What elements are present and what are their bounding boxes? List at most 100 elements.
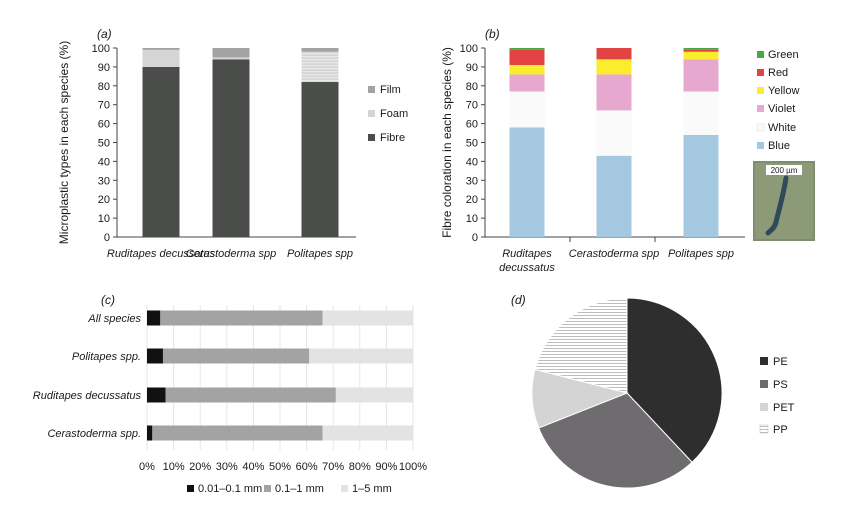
- x-tick-label: 90%: [375, 461, 397, 473]
- legend-swatch-0-1-1-mm: [264, 485, 271, 492]
- bar-0-1-1-mm: [152, 425, 323, 441]
- y-tick-label: 30: [466, 175, 478, 187]
- x-tick-label: 30%: [216, 461, 238, 473]
- x-tick-label: decussatus: [499, 262, 555, 274]
- legend-label-fibre: Fibre: [380, 132, 405, 144]
- x-tick-label: 20%: [189, 461, 211, 473]
- bar-blue: [509, 127, 545, 237]
- legend-swatch-0-01-0-1-mm: [187, 485, 194, 492]
- x-tick-label: Ruditapes decussatus: [107, 248, 216, 260]
- y-tick-label: Cerastoderma spp.: [47, 428, 141, 440]
- y-tick-label: 50: [98, 138, 110, 150]
- bar-white: [683, 91, 719, 135]
- scale-bar-box: [766, 165, 802, 175]
- y-tick-label: 50: [466, 138, 478, 150]
- micrograph-field: [755, 163, 813, 239]
- bar-fibre: [212, 59, 250, 238]
- y-tick-label: 0: [472, 232, 478, 244]
- y-tick-label: 20: [466, 194, 478, 206]
- pie-slice-ps: [538, 392, 693, 489]
- legend-label-white: White: [768, 122, 796, 134]
- x-tick-label: Cerastoderma spp: [186, 248, 277, 260]
- legend-swatch-white: [756, 123, 765, 132]
- legend-label-blue: Blue: [768, 140, 790, 152]
- bar-1-5-mm: [322, 310, 413, 326]
- x-tick-label: 100%: [399, 461, 427, 473]
- bar-1-5-mm: [309, 348, 413, 364]
- x-tick-label: 80%: [349, 461, 371, 473]
- y-tick-label: 10: [466, 213, 478, 225]
- y-tick-label: 90: [466, 62, 478, 74]
- x-tick-label: 60%: [296, 461, 318, 473]
- y-tick-label: 80: [98, 81, 110, 93]
- bar-yellow: [509, 65, 545, 75]
- legend-label-violet: Violet: [768, 103, 795, 115]
- y-tick-label: 0: [104, 232, 110, 244]
- bar-violet: [509, 74, 545, 92]
- legend-swatch-foam: [368, 110, 375, 117]
- panel-label: (c): [101, 293, 115, 307]
- x-tick-label: 10%: [163, 461, 185, 473]
- y-tick-label: 100: [460, 43, 478, 55]
- bar-yellow: [683, 51, 719, 60]
- y-tick-label: Ruditapes decussatus: [33, 390, 142, 402]
- bar-0-01-0-1-mm: [147, 425, 153, 441]
- bar-foam: [142, 49, 180, 67]
- bar-1-5-mm: [322, 425, 413, 441]
- bar-fibre: [142, 66, 180, 238]
- panel-label: (a): [97, 27, 112, 41]
- x-tick-label: 50%: [269, 461, 291, 473]
- legend-swatch-violet: [757, 105, 764, 112]
- legend-label-foam: Foam: [380, 108, 408, 120]
- legend-swatch-pp: [759, 424, 769, 434]
- bar-green: [509, 48, 545, 50]
- legend-label-yellow: Yellow: [768, 85, 799, 97]
- bar-film: [301, 48, 339, 52]
- bar-0-1-1-mm: [165, 387, 336, 403]
- legend-label-pe: PE: [773, 356, 788, 368]
- x-tick-label: Cerastoderma spp: [569, 248, 660, 260]
- bar-foam: [212, 57, 250, 60]
- x-tick-label: Ruditapes: [502, 248, 552, 260]
- legend-swatch-yellow: [757, 87, 764, 94]
- bar-0-1-1-mm: [162, 348, 310, 364]
- x-tick-label: 70%: [322, 461, 344, 473]
- panel-c: (c) All species Politapes spp. Ruditapes de…: [33, 293, 428, 495]
- bar-blue: [596, 155, 632, 237]
- legend-label-0-01-0-1-mm: 0.01–0.1 mm: [198, 483, 262, 495]
- legend-label-pp: PP: [773, 424, 788, 436]
- legend-swatch-pet: [760, 403, 768, 411]
- bar-0-01-0-1-mm: [147, 348, 163, 364]
- y-tick-label: 60: [98, 119, 110, 131]
- bar-film: [142, 48, 180, 50]
- bar-1-5-mm: [335, 387, 413, 403]
- bar-yellow: [596, 59, 632, 75]
- x-tick-label: Politapes spp: [287, 248, 353, 260]
- y-tick-label: 40: [466, 156, 478, 168]
- scale-bar-label: 200 µm: [771, 166, 798, 175]
- y-tick-label: 30: [98, 175, 110, 187]
- pie-slice-pp: [534, 297, 628, 394]
- x-tick-label: 40%: [242, 461, 264, 473]
- y-tick-label: 80: [466, 81, 478, 93]
- legend-swatch-1-5-mm: [341, 485, 348, 492]
- y-tick-label: 40: [98, 156, 110, 168]
- bar-white: [509, 91, 545, 128]
- bar-0-01-0-1-mm: [147, 310, 161, 326]
- panel-label: (d): [511, 293, 526, 307]
- y-tick-label: 100: [92, 43, 110, 55]
- bar-fibre: [301, 82, 339, 238]
- bar-red: [509, 49, 545, 66]
- y-axis-label: Microplastic types in each species (%): [57, 41, 71, 244]
- legend-label-ps: PS: [773, 379, 788, 391]
- legend-label-film: Film: [380, 84, 401, 96]
- bar-film: [212, 48, 250, 58]
- panel-b: (b) 0 10 20 30 40 50 60 70 80 90 100 Fibre coloratio…: [440, 27, 815, 274]
- bar-violet: [683, 59, 719, 92]
- legend-swatch-film: [368, 86, 375, 93]
- bar-violet: [596, 74, 632, 111]
- bar-green: [683, 48, 719, 50]
- bar-0-1-1-mm: [160, 310, 323, 326]
- bar-0-01-0-1-mm: [147, 387, 166, 403]
